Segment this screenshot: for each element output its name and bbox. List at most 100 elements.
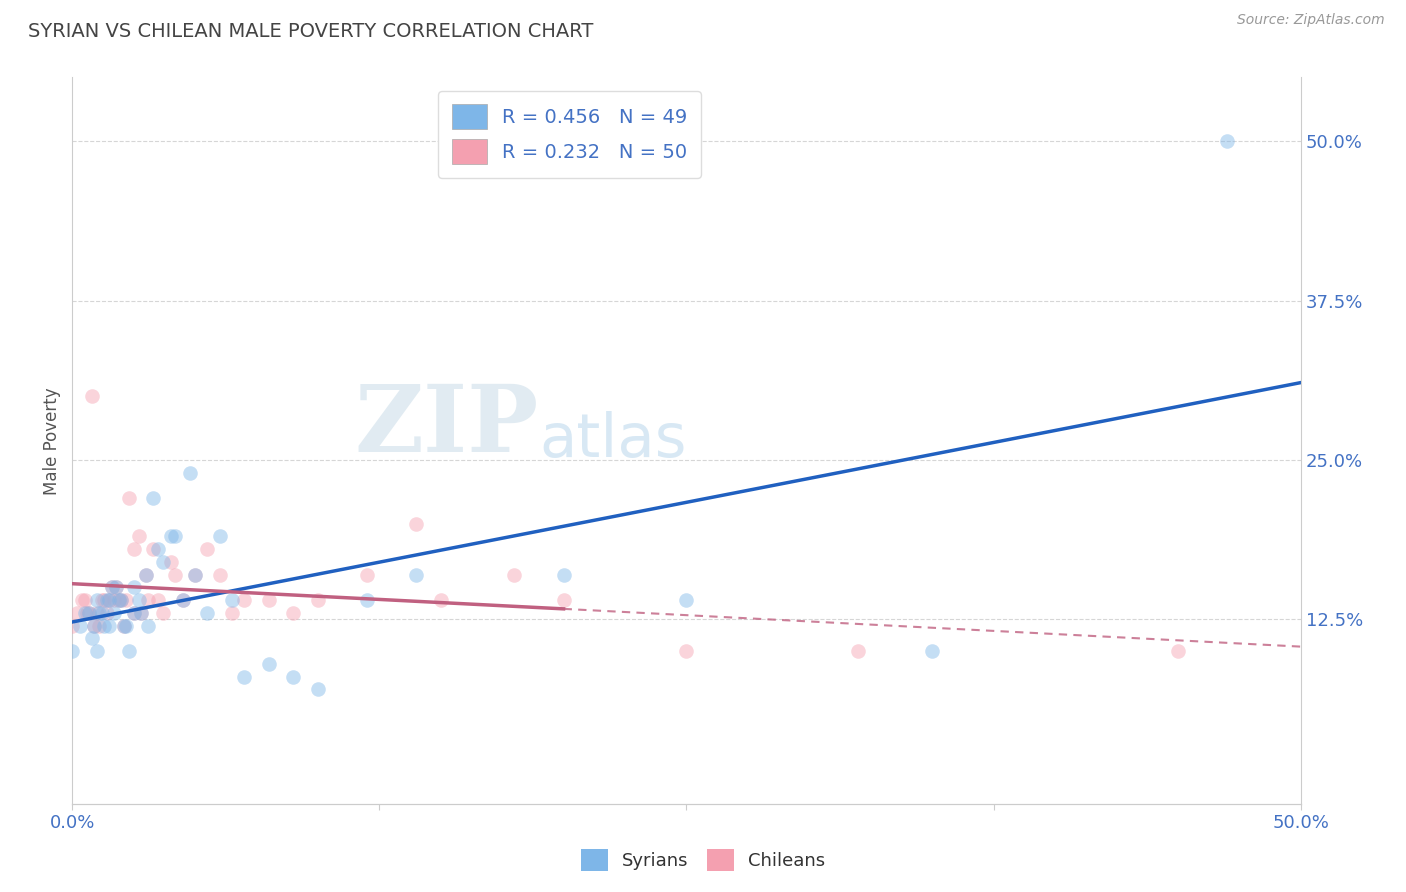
Point bbox=[122, 606, 145, 620]
Point bbox=[283, 606, 305, 620]
Text: ZIP: ZIP bbox=[354, 381, 538, 471]
Point bbox=[135, 567, 157, 582]
Point bbox=[848, 644, 870, 658]
Point bbox=[122, 580, 145, 594]
Point bbox=[129, 606, 152, 620]
Point bbox=[283, 669, 305, 683]
Point bbox=[148, 593, 170, 607]
Point bbox=[503, 567, 526, 582]
Point bbox=[70, 593, 93, 607]
Point bbox=[1167, 644, 1189, 658]
Point bbox=[96, 593, 118, 607]
Point bbox=[138, 593, 160, 607]
Point bbox=[115, 593, 138, 607]
Point bbox=[138, 618, 160, 632]
Point bbox=[165, 529, 187, 543]
Point bbox=[307, 593, 329, 607]
Point bbox=[675, 644, 697, 658]
Point bbox=[90, 593, 112, 607]
Point bbox=[221, 593, 243, 607]
Point bbox=[89, 618, 111, 632]
Point bbox=[921, 644, 943, 658]
Point bbox=[60, 644, 83, 658]
Point bbox=[1216, 134, 1239, 148]
Point bbox=[165, 567, 187, 582]
Point bbox=[356, 567, 378, 582]
Point bbox=[115, 618, 138, 632]
Point bbox=[118, 644, 141, 658]
Point bbox=[233, 669, 256, 683]
Point bbox=[112, 618, 135, 632]
Point bbox=[86, 593, 108, 607]
Point bbox=[128, 593, 150, 607]
Point bbox=[100, 580, 122, 594]
Text: Source: ZipAtlas.com: Source: ZipAtlas.com bbox=[1237, 13, 1385, 28]
Point bbox=[122, 606, 145, 620]
Point bbox=[221, 606, 243, 620]
Point bbox=[103, 593, 125, 607]
Point bbox=[76, 606, 98, 620]
Point bbox=[73, 606, 96, 620]
Point bbox=[128, 529, 150, 543]
Point bbox=[675, 593, 697, 607]
Point bbox=[172, 593, 194, 607]
Point bbox=[86, 606, 108, 620]
Point bbox=[83, 618, 105, 632]
Point bbox=[553, 593, 575, 607]
Point bbox=[66, 606, 89, 620]
Point bbox=[233, 593, 256, 607]
Point bbox=[553, 567, 575, 582]
Point bbox=[118, 491, 141, 505]
Point bbox=[69, 618, 91, 632]
Point bbox=[90, 606, 112, 620]
Point bbox=[405, 567, 427, 582]
Legend: R = 0.456   N = 49, R = 0.232   N = 50: R = 0.456 N = 49, R = 0.232 N = 50 bbox=[439, 91, 702, 178]
Point bbox=[405, 516, 427, 531]
Point bbox=[98, 618, 121, 632]
Point bbox=[142, 491, 165, 505]
Point bbox=[93, 618, 115, 632]
Point bbox=[257, 657, 280, 671]
Point bbox=[80, 632, 103, 646]
Point bbox=[89, 606, 111, 620]
Point bbox=[129, 606, 152, 620]
Point bbox=[98, 593, 121, 607]
Point bbox=[98, 593, 121, 607]
Point bbox=[152, 555, 174, 569]
Point bbox=[356, 593, 378, 607]
Point bbox=[79, 606, 101, 620]
Point bbox=[179, 466, 201, 480]
Point bbox=[93, 593, 115, 607]
Point bbox=[142, 542, 165, 557]
Point bbox=[159, 529, 181, 543]
Point bbox=[195, 542, 218, 557]
Text: SYRIAN VS CHILEAN MALE POVERTY CORRELATION CHART: SYRIAN VS CHILEAN MALE POVERTY CORRELATI… bbox=[28, 22, 593, 41]
Point bbox=[208, 529, 231, 543]
Point bbox=[148, 542, 170, 557]
Point bbox=[96, 606, 118, 620]
Point bbox=[208, 567, 231, 582]
Point bbox=[105, 580, 128, 594]
Point bbox=[307, 682, 329, 697]
Point bbox=[79, 606, 101, 620]
Point bbox=[195, 606, 218, 620]
Point bbox=[80, 389, 103, 403]
Point bbox=[122, 542, 145, 557]
Legend: Syrians, Chileans: Syrians, Chileans bbox=[574, 842, 832, 879]
Y-axis label: Male Poverty: Male Poverty bbox=[44, 387, 60, 494]
Point bbox=[110, 593, 132, 607]
Text: atlas: atlas bbox=[538, 411, 686, 470]
Point bbox=[60, 618, 83, 632]
Point bbox=[86, 644, 108, 658]
Point bbox=[184, 567, 207, 582]
Point bbox=[152, 606, 174, 620]
Point bbox=[159, 555, 181, 569]
Point bbox=[110, 593, 132, 607]
Point bbox=[257, 593, 280, 607]
Point bbox=[108, 593, 131, 607]
Point bbox=[429, 593, 451, 607]
Point bbox=[112, 618, 135, 632]
Point bbox=[100, 580, 122, 594]
Point bbox=[172, 593, 194, 607]
Point bbox=[135, 567, 157, 582]
